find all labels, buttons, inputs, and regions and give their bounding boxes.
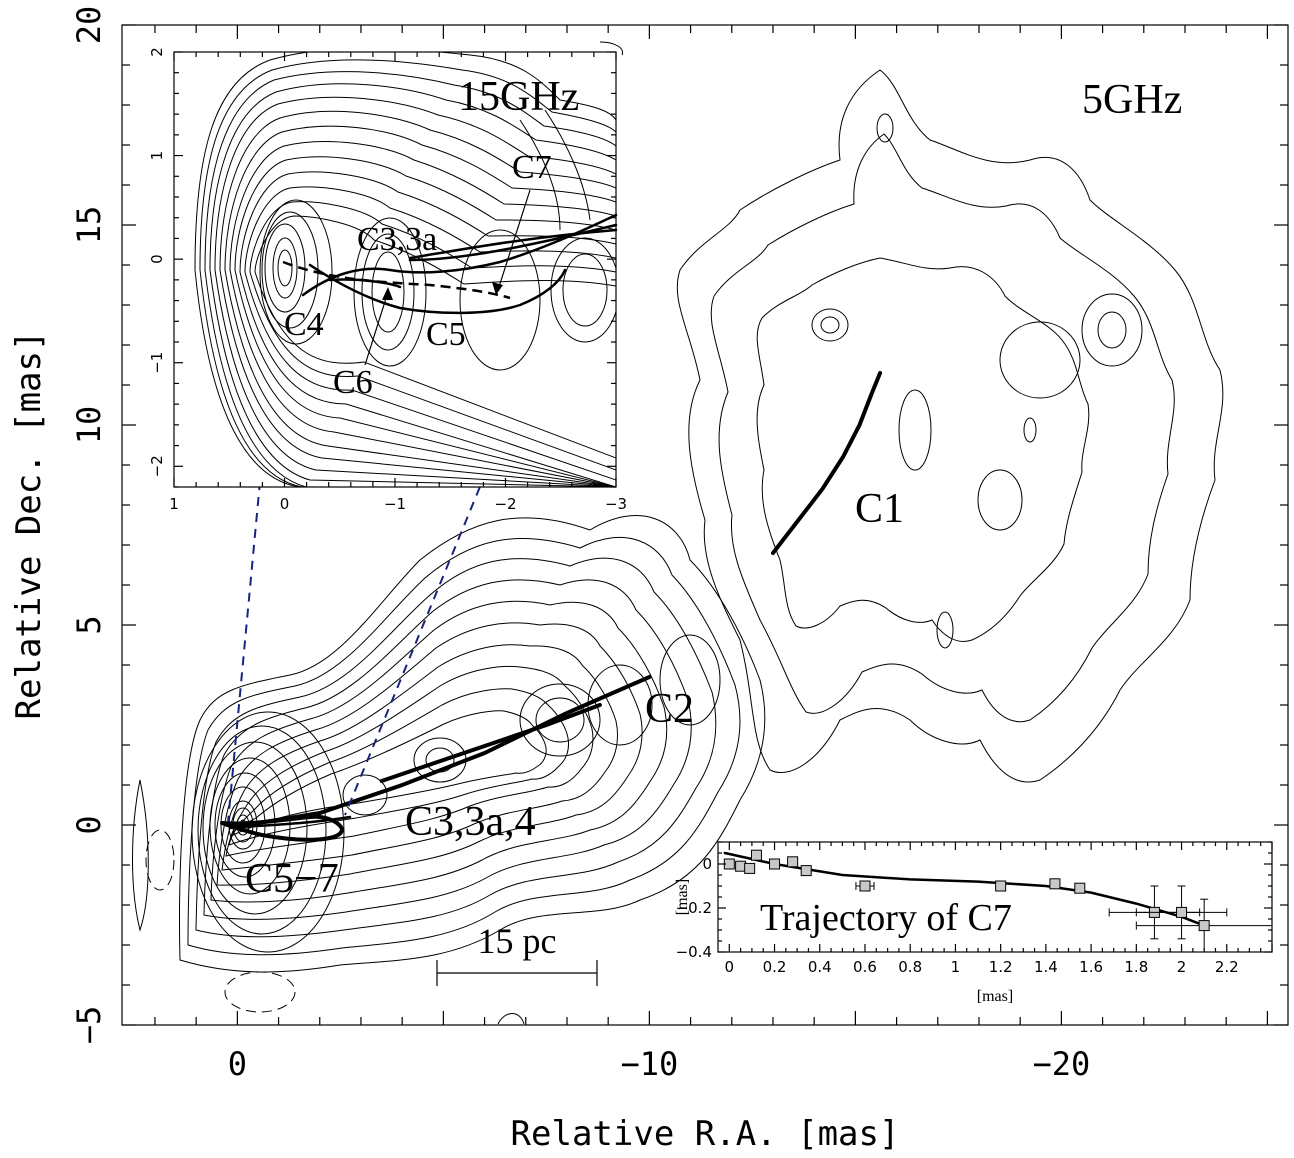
inset-15ghz-panel: 15GHz C3,3a C4 C5 C6 C7 1 0 −1 −2 −3 −2 −1 0 1 2 [148,47,627,513]
label-c1: C1 [855,486,904,532]
inset-15ghz-contours [194,52,616,487]
main-x-tick-label: −20 [1032,1045,1090,1083]
label-c5: C5 [426,316,466,353]
main-y-axis-label: Relative Dec. [mas] [9,331,49,720]
label-c3-3a-4: C3,3a,4 [405,799,536,845]
label-5ghz: 5GHz [1082,77,1182,123]
main-y-tick-label: 10 [70,406,108,445]
trajectory-point [750,849,762,861]
label-c7: C7 [512,149,552,186]
trajectory-x-axis-label: [mas] [977,988,1013,1005]
inset-x-tick-label: −3 [605,495,627,513]
trajectory-y-tick-label: −0.2 [676,899,712,917]
main-y-tick-labels: −5 0 5 10 15 20 [70,6,108,1045]
main-x-axis-label: Relative R.A. [mas] [511,1114,900,1153]
trajectory-y-tick-label: 0 [702,855,712,873]
inset-x-tick-label: −2 [494,495,516,513]
inset-y-tick-label: 2 [148,47,166,57]
trajectory-y-tick-label: −0.4 [676,943,712,961]
main-x-tick-label: 0 [228,1045,247,1083]
main-axis-ticks [122,24,1288,1026]
trajectory-point [787,856,799,868]
label-c4: C4 [284,306,324,343]
trajectory-points [723,849,1273,953]
inset-x-tick-label: −1 [384,495,406,513]
inset-y-tick-label: 1 [148,151,166,161]
trajectory-point [995,880,1007,892]
main-y-tick-label: 5 [70,615,108,634]
trajectory-x-tick-label: 1.4 [1034,958,1058,976]
track-c2 [231,675,652,829]
label-c6: C6 [333,364,373,401]
trajectory-title: Trajectory of C7 [760,897,1012,939]
trajectory-x-tick-label: 1.8 [1124,958,1148,976]
trajectory-x-tick-label: 1.6 [1079,958,1103,976]
main-y-tick-label: −5 [70,1006,108,1045]
main-contour-panel: C1 C2 C3,3a,4 C5−7 5GHz 15 pc 0 −10 −20 −5… [9,6,1289,1154]
trajectory-x-tick-label: 2 [1177,958,1187,976]
trajectory-point [1198,920,1210,932]
trajectory-x-tick-label: 0.2 [763,958,787,976]
inset-x-tick-label: 1 [169,495,179,513]
trajectory-x-tick-label: 1.2 [989,958,1013,976]
main-x-tick-label: −10 [620,1045,678,1083]
label-c5-7: C5−7 [245,856,339,902]
component-tracks [220,371,883,842]
inset-x-tick-label: 0 [280,495,290,513]
trajectory-point [735,860,747,872]
trajectory-ticks: 0 0.2 0.4 0.6 0.8 1 1.2 1.4 1.6 1.8 2 2.2 0 −0.2 −0.4 [676,841,1273,976]
trajectory-point [859,880,871,892]
label-c2: C2 [645,686,694,732]
trajectory-point [1176,906,1188,918]
trajectory-x-tick-label: 1 [951,958,961,976]
main-y-tick-label: 0 [70,815,108,834]
trajectory-y-axis-label: [mas] [674,879,691,915]
main-y-tick-label: 20 [70,6,108,45]
inset-y-tick-label: −1 [148,352,166,374]
trajectory-x-tick-label: 0 [725,958,735,976]
trajectory-point [769,858,781,870]
scale-bar-label: 15 pc [478,921,557,961]
jet-contours [132,41,1224,1025]
inset-tracks [282,189,618,366]
trajectory-point [1074,882,1086,894]
inset-y-tick-label: 0 [148,254,166,264]
trajectory-point [1049,878,1061,890]
track-c3-3a-4 [379,703,602,783]
trajectory-point [744,862,756,874]
inset-15ghz-ticks: 1 0 −1 −2 −3 −2 −1 0 1 2 [148,47,627,513]
inset-trajectory-panel: Trajectory of C7 0 0.2 0.4 0.6 0.8 1 1.2 1.4 1.6… [674,841,1273,1005]
track-c5-7 [220,814,345,842]
main-x-tick-labels: 0 −10 −20 [228,1045,1091,1083]
trajectory-x-tick-label: 0.6 [853,958,877,976]
trajectory-x-tick-label: 0.4 [808,958,832,976]
trajectory-x-tick-label: 0.8 [898,958,922,976]
trajectory-point [800,865,812,877]
label-15ghz: 15GHz [458,74,579,120]
label-c3-3a: C3,3a [357,221,437,258]
scale-bar: 15 pc [436,921,598,986]
track-c5-7-b [228,815,352,830]
inset-y-tick-label: −2 [148,455,166,477]
track-c1 [771,371,883,555]
main-y-tick-label: 15 [70,206,108,245]
trajectory-x-tick-label: 2.2 [1215,958,1239,976]
